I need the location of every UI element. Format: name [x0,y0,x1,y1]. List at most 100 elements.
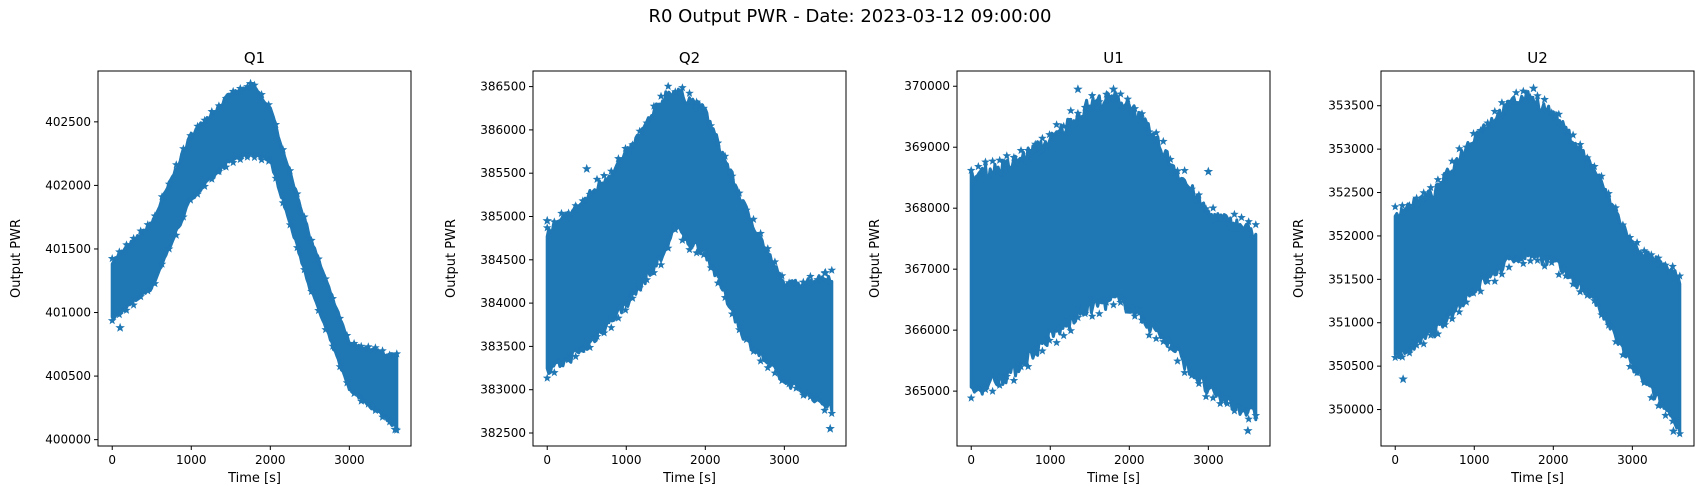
axes-frame [97,70,412,447]
scatter-point [756,228,765,237]
scatter-point [1038,346,1047,355]
scatter-point [243,152,252,161]
scatter-point [720,151,730,160]
scatter-point [1144,127,1154,136]
y-axis-label: Output PWR [868,219,883,298]
figure-suptitle: R0 Output PWR - Date: 2023-03-12 09:00:0… [648,6,1052,27]
scatter-point [1483,277,1492,286]
scatter-point [1440,320,1450,329]
scatter-point [727,309,737,318]
scatter-point [1504,100,1514,109]
scatter-point [1455,144,1464,153]
scatter-point [193,121,202,130]
scatter-point [385,417,394,426]
scatter-point [1230,209,1239,218]
scatter-point [335,362,345,371]
y-axis-label: Output PWR [1292,219,1307,298]
x-tick-label: 3000 [334,453,365,467]
outlier-point [582,163,592,173]
scatter-point [791,278,801,287]
scatter-point [1123,94,1132,103]
scatter-point [656,260,666,269]
scatter-point [1462,142,1471,151]
scatter-point [356,396,366,405]
scatter-point [735,188,744,197]
subplot-title: Q1 [244,49,265,67]
scatter-point [371,343,380,352]
scatter-point [1497,98,1507,107]
scatter-point [364,342,373,351]
scatter-point [720,293,730,302]
y-tick-label: 400000 [45,433,91,447]
scatter-point [115,247,124,256]
outlier-point [1528,83,1539,93]
scatter-point [578,196,588,205]
scatter-point [1194,190,1204,199]
scatter-point [1412,193,1421,202]
scatter-point [1137,109,1147,118]
outlier-point [245,78,256,88]
scatter-point [1095,309,1104,318]
scatter-point [342,331,352,340]
scatter-point [1080,309,1090,318]
scatter-point [122,240,131,249]
axes-frame [532,70,847,447]
outlier-point [115,322,125,332]
scatter-point [1405,348,1414,357]
scatter-point [1661,260,1670,269]
scatter-point [1002,151,1012,160]
scatter-point [1166,343,1175,352]
scatter-point [770,368,780,377]
scatter-point [820,405,829,414]
scatter-point [364,399,373,408]
scatter-point [1455,307,1464,316]
y-axis-label: Output PWR [444,219,459,298]
x-tick-label: 1000 [1459,453,1490,467]
scatter-point [642,275,652,284]
scatter-point [328,341,337,350]
scatter-point [663,81,673,90]
scatter-point [607,323,616,332]
y-tick-label: 401500 [45,242,91,256]
scatter-point [685,245,694,254]
scatter-point [321,325,330,334]
scatter-point [129,233,138,243]
scatter-point [1215,399,1225,408]
scatter-point [742,205,751,214]
scatter-point [1654,401,1663,410]
y-tick-label: 351000 [1328,316,1374,330]
scatter-point [321,274,330,283]
y-tick-label: 384500 [480,253,526,267]
scatter-point [628,140,637,149]
scatter-point [1166,154,1175,164]
scatter-point [799,390,808,399]
scatter-point [1575,140,1585,149]
scatter-point [621,144,630,153]
outlier-point [1668,426,1679,436]
scatter-point [107,254,117,263]
y-tick-label: 350500 [1328,359,1374,373]
scatter-point [592,332,602,341]
scatter-point [685,88,694,97]
scatter-point [150,211,160,220]
y-tick-label: 352500 [1328,186,1374,200]
scatter-point [243,82,252,91]
scatter-point [981,157,990,166]
scatter-point [236,84,245,93]
subplot-q1: 0 1000 2000 3000 400000 400500 401000 401500 402… [9,49,412,486]
scatter-point [1109,300,1118,309]
scatter-point [692,248,701,257]
scatter-point [995,155,1004,164]
scatter-point [271,120,281,129]
scatter-point [1137,315,1147,324]
scatter-point [1583,153,1592,162]
scatter-point [1087,311,1097,320]
scatter-band [969,90,1258,422]
scatter-point [656,91,666,100]
x-tick-label: 2000 [255,453,286,467]
scatter-point [1639,246,1649,255]
scatter-point [1073,108,1083,117]
y-tick-label: 352000 [1328,229,1374,243]
scatter-point [614,313,623,322]
